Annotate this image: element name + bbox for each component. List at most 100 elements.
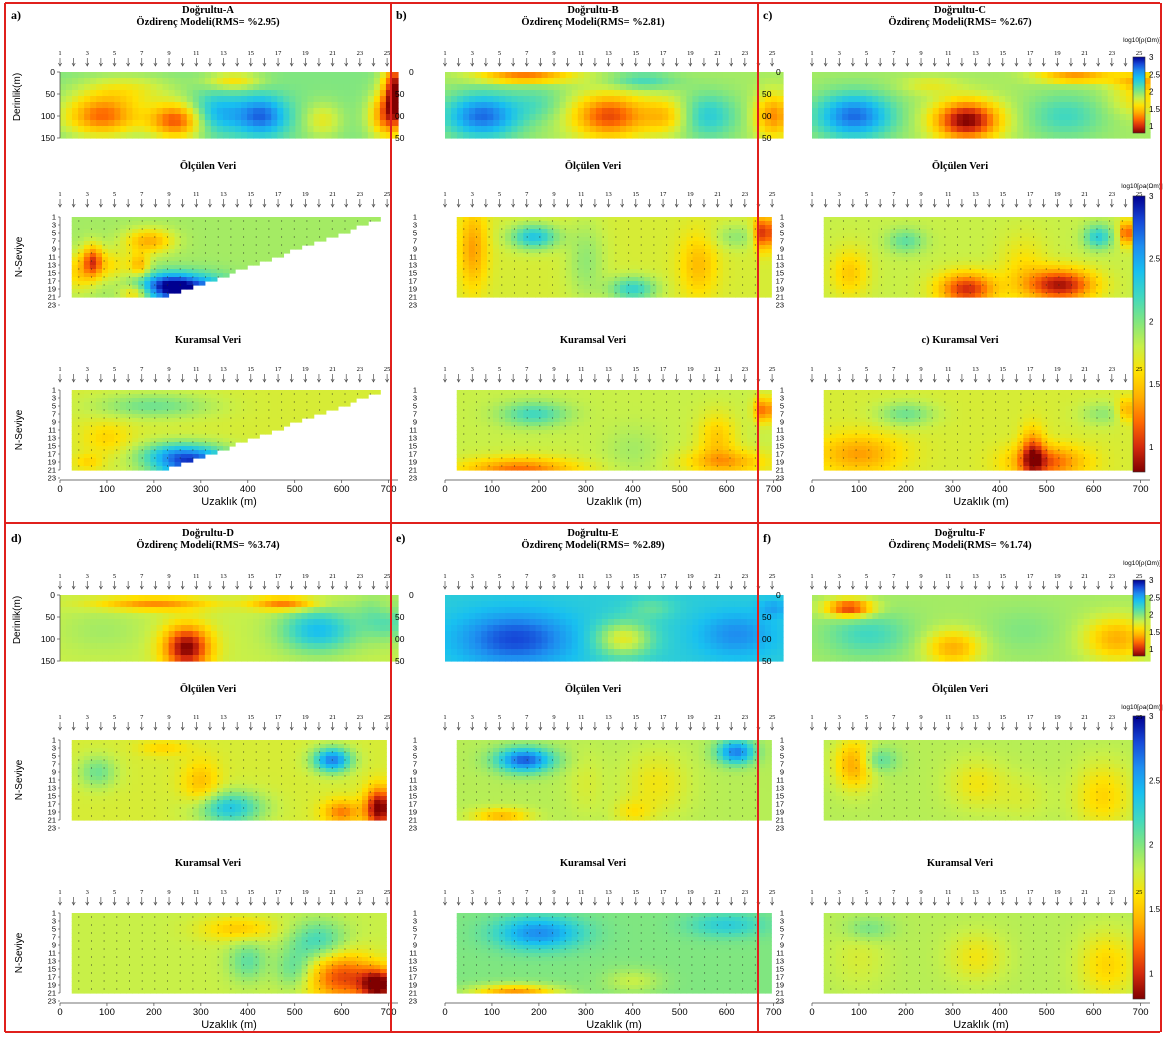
electrode-label: 9 [167,191,170,198]
x-tick: 200 [146,484,162,495]
electrode-label: 15 [633,889,640,896]
depth-tick-clipped: 50 [395,89,405,99]
colorbar_model-tick: 3 [1149,53,1154,62]
depth-tick-zero: 0 [776,590,781,600]
electrode-label: 11 [945,714,951,721]
electrode-label: 13 [605,714,612,721]
electrode-label: 5 [498,366,501,373]
n-axis-label: N-Seviye [14,932,25,973]
electrode-label: 1 [443,714,446,721]
x-axis-label: Uzaklık (m) [953,1019,1009,1031]
x-tick: 0 [809,1007,814,1018]
depth-tick-zero: 0 [409,67,414,77]
electrode-label: 23 [1109,714,1116,721]
depth-tick-clipped: 50 [395,133,405,143]
electrode-label: 25 [1136,366,1143,373]
electrode-label: 21 [714,366,721,373]
electrode-label: 5 [865,50,868,57]
electrode-label: 1 [810,366,813,373]
electrode-label: 9 [552,366,555,373]
electrode-label: 23 [357,714,364,721]
electrode-label: 15 [248,50,255,57]
electrode-label: 15 [1000,50,1007,57]
electrode-label: 1 [810,50,813,57]
electrode-label: 15 [633,366,640,373]
panel-title-c: Doğrultu-C [934,5,986,16]
electrode-label: 21 [714,573,721,580]
electrode-label: 21 [1081,573,1088,580]
electrode-label: 23 [742,573,749,580]
electrode-label: 17 [275,714,282,721]
electrode-label: 11 [578,573,584,580]
measured-heatmap-d [72,740,387,821]
electrode-label: 5 [498,889,501,896]
electrode-label: 23 [742,191,749,198]
electrode-label: 13 [972,714,979,721]
electrode-label: 7 [892,50,896,57]
electrode-label: 7 [140,366,144,373]
electrode-label: 9 [167,50,170,57]
electrode-label: 19 [1054,366,1061,373]
electrode-label: 9 [919,50,922,57]
depth-tick-clipped: 50 [762,89,772,99]
colorbar_data-tick: 3 [1149,712,1154,721]
x-tick: 700 [381,484,397,495]
colorbar_model-tick: 1 [1149,645,1154,654]
electrode-label: 9 [919,573,922,580]
electrode-label: 17 [275,573,282,580]
electrode-label: 3 [86,714,89,721]
electrode-label: 13 [220,191,227,198]
electrode-label: 3 [86,573,89,580]
electrode-label: 7 [525,191,529,198]
electrode-label: 13 [220,50,227,57]
electrode-label: 13 [972,889,979,896]
panel-frame [5,3,1162,1032]
electrode-label: 9 [552,50,555,57]
electrode-label: 11 [578,50,584,57]
colorbar_data-tick: 1 [1149,443,1154,452]
x-tick: 300 [193,484,209,495]
electrode-label: 13 [972,50,979,57]
electrode-label: 11 [193,366,199,373]
electrode-label: 3 [471,50,474,57]
electrode-label: 5 [113,889,116,896]
depth-tick: 50 [46,612,56,622]
electrode-label: 21 [714,50,721,57]
x-tick: 600 [719,484,735,495]
n-axis-label: N-Seviye [14,236,25,277]
electrode-label: 11 [578,366,584,373]
electrode-label: 9 [552,889,555,896]
electrode-label: 19 [687,366,694,373]
depth-tick-clipped: 00 [395,634,405,644]
electrode-label: 3 [838,50,841,57]
electrode-label: 1 [58,50,61,57]
electrode-label: 1 [58,366,61,373]
colorbar_data-tick: 1 [1149,969,1154,978]
electrode-label: 23 [742,889,749,896]
calculated-heatmap-c [824,390,1139,471]
colorbar_data-tick: 2.5 [1149,255,1161,264]
x-axis-label: Uzaklık (m) [586,1019,642,1031]
electrode-label: 3 [838,366,841,373]
electrode-label: 11 [193,889,199,896]
electrode-label: 1 [58,714,61,721]
calculated-heatmap-e [457,913,772,994]
colorbar_data-tick: 2 [1149,841,1154,850]
electrode-label: 17 [275,366,282,373]
electrode-label: 15 [248,366,255,373]
electrode-label: 13 [972,573,979,580]
electrode-label: 9 [167,889,170,896]
depth-tick-clipped: 50 [762,612,772,622]
electrode-label: 19 [687,573,694,580]
electrode-label: 17 [1027,714,1034,721]
electrode-label: 3 [838,714,841,721]
electrode-label: 25 [1136,889,1143,896]
electrode-label: 25 [769,50,776,57]
colorbar_model-tick: 2 [1149,611,1154,620]
electrode-label: 1 [58,191,61,198]
x-tick: 500 [1039,484,1055,495]
n-tick: 23 [776,301,784,310]
electrode-label: 5 [865,889,868,896]
electrode-label: 15 [1000,366,1007,373]
